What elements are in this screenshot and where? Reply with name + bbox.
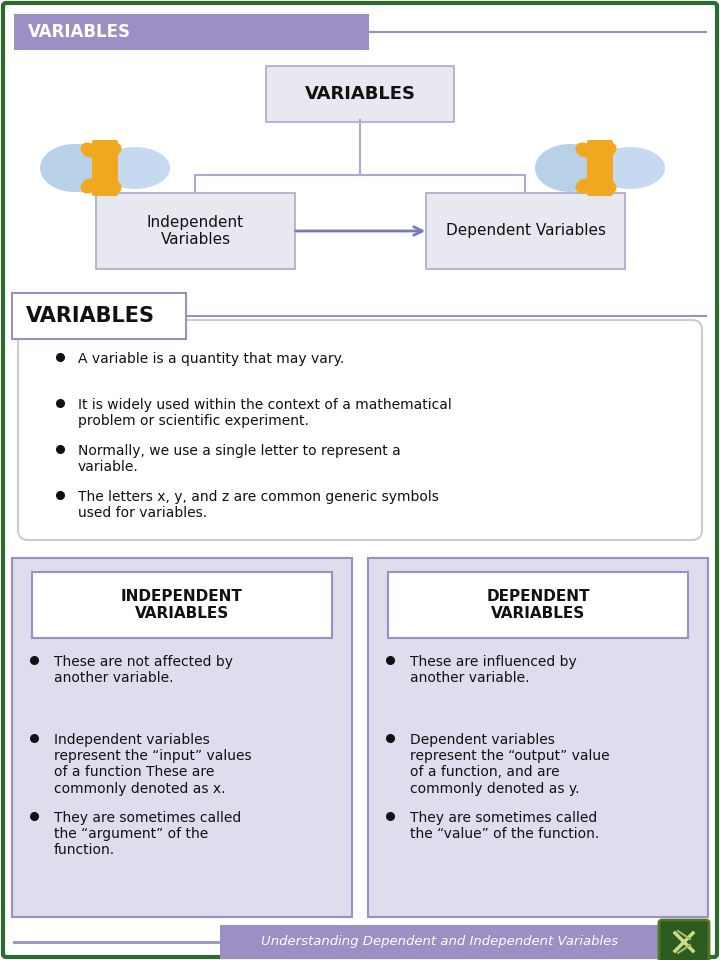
Text: DEPENDENT
VARIABLES: DEPENDENT VARIABLES — [486, 588, 590, 621]
Ellipse shape — [595, 147, 665, 189]
Text: These are influenced by
another variable.: These are influenced by another variable… — [410, 655, 577, 685]
Text: VARIABLES: VARIABLES — [305, 85, 415, 103]
Text: A variable is a quantity that may vary.: A variable is a quantity that may vary. — [78, 352, 344, 366]
FancyBboxPatch shape — [266, 66, 454, 122]
Text: These are not affected by
another variable.: These are not affected by another variab… — [54, 655, 233, 685]
Text: VARIABLES: VARIABLES — [28, 23, 131, 41]
Text: The letters x, y, and z are common generic symbols
used for variables.: The letters x, y, and z are common gener… — [78, 490, 439, 520]
Ellipse shape — [600, 179, 616, 194]
FancyBboxPatch shape — [659, 920, 709, 960]
Text: Normally, we use a single letter to represent a
variable.: Normally, we use a single letter to repr… — [78, 444, 401, 474]
Ellipse shape — [535, 144, 605, 192]
Ellipse shape — [575, 142, 593, 157]
Text: Dependent variables
represent the “output” value
of a function, and are
commonly: Dependent variables represent the “outpu… — [410, 733, 610, 796]
Text: It is widely used within the context of a mathematical
problem or scientific exp: It is widely used within the context of … — [78, 398, 451, 428]
FancyBboxPatch shape — [96, 193, 295, 269]
Text: Independent variables
represent the “input” values
of a function These are
commo: Independent variables represent the “inp… — [54, 733, 251, 796]
FancyBboxPatch shape — [3, 3, 717, 957]
FancyBboxPatch shape — [388, 572, 688, 638]
FancyBboxPatch shape — [220, 925, 660, 959]
Ellipse shape — [600, 142, 616, 157]
Text: Independent
Variables: Independent Variables — [147, 215, 244, 248]
Text: They are sometimes called
the “argument” of the
function.: They are sometimes called the “argument”… — [54, 811, 241, 857]
FancyBboxPatch shape — [587, 140, 613, 196]
Text: INDEPENDENT
VARIABLES: INDEPENDENT VARIABLES — [121, 588, 243, 621]
Ellipse shape — [575, 179, 593, 194]
FancyBboxPatch shape — [12, 558, 352, 917]
Ellipse shape — [104, 179, 122, 194]
FancyBboxPatch shape — [14, 14, 369, 50]
FancyBboxPatch shape — [368, 558, 708, 917]
FancyBboxPatch shape — [426, 193, 625, 269]
Ellipse shape — [100, 147, 170, 189]
FancyBboxPatch shape — [92, 140, 118, 196]
FancyBboxPatch shape — [18, 320, 702, 540]
Ellipse shape — [81, 142, 97, 157]
Text: VARIABLES: VARIABLES — [26, 306, 155, 326]
Text: Understanding Dependent and Independent Variables: Understanding Dependent and Independent … — [261, 935, 618, 948]
Ellipse shape — [104, 142, 122, 157]
FancyBboxPatch shape — [32, 572, 332, 638]
Text: They are sometimes called
the “value” of the function.: They are sometimes called the “value” of… — [410, 811, 599, 841]
Text: Dependent Variables: Dependent Variables — [446, 224, 606, 238]
FancyBboxPatch shape — [12, 293, 186, 339]
Ellipse shape — [81, 179, 97, 194]
Ellipse shape — [40, 144, 110, 192]
FancyBboxPatch shape — [14, 55, 706, 340]
